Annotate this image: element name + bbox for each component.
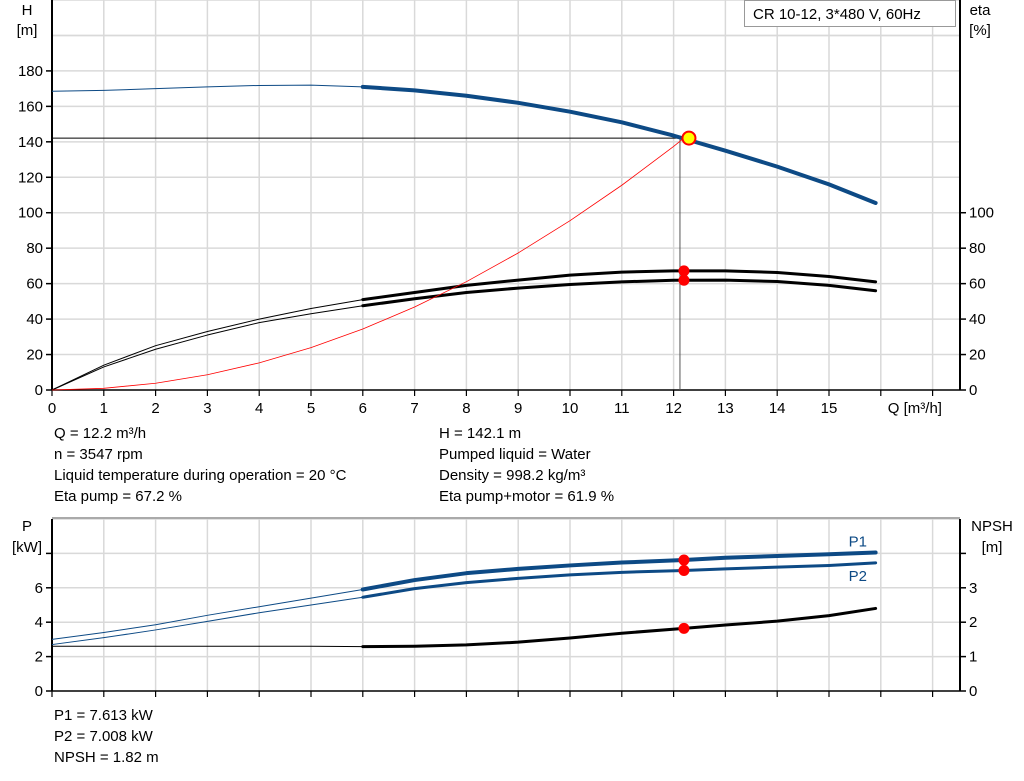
p2-marker [678, 564, 690, 576]
series-npsh-line [361, 606, 878, 649]
p1-marker [678, 554, 690, 566]
info-right: H = 142.1 m Pumped liquid = Water Densit… [439, 423, 614, 507]
head-x-tick-label: 13 [717, 400, 734, 417]
power-y2-axis-label: NPSH [971, 518, 1013, 535]
head-x-tick-label: 3 [203, 400, 211, 417]
power-y-tick-label: 0 [35, 683, 43, 700]
npsh-marker [678, 622, 690, 634]
series-h-thin [51, 84, 363, 92]
info-left: Q = 12.2 m³/h n = 3547 rpm Liquid temper… [54, 423, 346, 507]
power-y2-axis-unit: [m] [982, 539, 1003, 556]
power-y-tick-label: 2 [35, 649, 43, 666]
power-y2-tick-label: 0 [969, 683, 977, 700]
head-x-tick-label: 7 [410, 400, 418, 417]
series-h-line [360, 84, 878, 205]
pump-title: CR 10-12, 3*480 V, 60Hz [744, 0, 956, 27]
power-y-tick-label: 4 [35, 614, 43, 631]
head-y2-tick-label: 0 [969, 382, 977, 399]
info-npsh: NPSH = 1.82 m [54, 749, 159, 766]
head-x-tick-label: 9 [514, 400, 522, 417]
head-y-tick-label: 20 [26, 347, 43, 364]
power-y2-tick-label: 2 [969, 614, 977, 631]
head-y-tick-label: 80 [26, 240, 43, 257]
info-h: H = 142.1 m [439, 425, 522, 442]
head-y2-tick-label: 60 [969, 276, 986, 293]
eta-pump-marker [678, 265, 690, 277]
series-eta_pump_motor-line [361, 278, 878, 308]
series-system [51, 137, 685, 391]
head-y2-tick-label: 20 [969, 347, 986, 364]
info-n: n = 3547 rpm [54, 446, 143, 463]
info-eta-pump-motor: Eta pump+motor = 61.9 % [439, 488, 615, 505]
head-y2-tick-label: 80 [969, 240, 986, 257]
head-x-tick-label: 2 [151, 400, 159, 417]
head-y-axis-label: H [22, 2, 33, 19]
series-label-p2: P2 [849, 568, 867, 585]
info-temp: Liquid temperature during operation = 20… [54, 467, 347, 484]
head-y2-tick-label: 100 [969, 205, 994, 222]
info-eta-pump: Eta pump = 67.2 % [54, 488, 182, 505]
series-p1-line [360, 550, 878, 592]
series-p1-thin [51, 589, 363, 640]
head-x-tick-label: 11 [614, 400, 630, 417]
head-y2-tick-label: 40 [969, 311, 986, 328]
operating-point-marker [681, 130, 697, 146]
info-bottom: P1 = 7.613 kW P2 = 7.008 kW NPSH = 1.82 … [54, 705, 159, 768]
head-x-tick-label: 6 [359, 400, 367, 417]
head-y-tick-label: 100 [18, 205, 43, 222]
series-eta_pump-thin [51, 299, 363, 391]
head-y-tick-label: 160 [18, 98, 43, 115]
power-y2-tick-label: 1 [969, 649, 977, 666]
power-y-axis-label: P [22, 518, 32, 535]
series-p2-thin [51, 596, 363, 646]
head-y-tick-label: 40 [26, 311, 43, 328]
head-x-tick-label: 10 [562, 400, 579, 417]
head-y-tick-label: 180 [18, 63, 43, 80]
head-x-tick-label: 14 [769, 400, 786, 417]
info-liquid: Pumped liquid = Water [439, 446, 591, 463]
info-p2: P2 = 7.008 kW [54, 728, 153, 745]
head-x-tick-label: 15 [821, 400, 838, 417]
info-q: Q = 12.2 m³/h [54, 425, 147, 442]
head-y-axis-unit: [m] [17, 22, 38, 39]
head-x-axis-label: Q [m³/h] [888, 400, 942, 417]
power-y-axis-unit: [kW] [12, 539, 42, 556]
series-label-p1: P1 [849, 534, 867, 551]
head-y-tick-label: 140 [18, 134, 43, 151]
head-x-tick-label: 5 [307, 400, 315, 417]
series-p2-line [361, 561, 878, 599]
info-p1: P1 = 7.613 kW [54, 707, 153, 724]
head-y-tick-label: 0 [35, 382, 43, 399]
head-y-tick-label: 60 [26, 276, 43, 293]
info-density: Density = 998.2 kg/m³ [439, 467, 586, 484]
head-x-tick-label: 12 [665, 400, 682, 417]
head-y-tick-label: 120 [18, 169, 43, 186]
power-y2-tick-label: 3 [969, 580, 977, 597]
eta-pump-motor-marker [678, 274, 690, 286]
head-x-tick-label: 4 [255, 400, 263, 417]
head-y2-axis-unit: [%] [969, 22, 991, 39]
head-x-tick-label: 1 [100, 400, 108, 417]
series-eta_pump_motor-thin [51, 305, 363, 391]
head-x-tick-label: 8 [462, 400, 470, 417]
head-x-tick-label: 0 [48, 400, 56, 417]
power-y-tick-label: 6 [35, 580, 43, 597]
series-eta_pump-line [361, 269, 878, 302]
head-y2-axis-label: eta [970, 2, 992, 19]
